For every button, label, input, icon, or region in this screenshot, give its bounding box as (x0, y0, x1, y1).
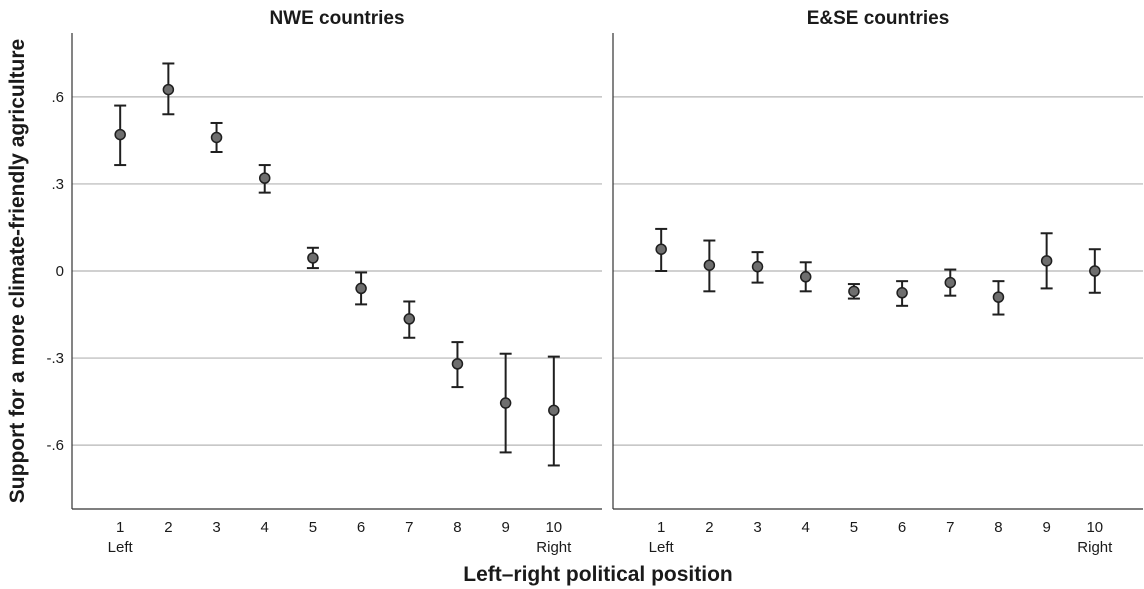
x-end-label-right: Right (1077, 539, 1113, 556)
data-point (210, 131, 223, 144)
y-tick-label: 0 (56, 263, 64, 280)
x-tick-label: 2 (164, 519, 172, 536)
x-tick-label: 9 (1042, 519, 1050, 536)
panel-2: 1 2 3 4 5 6 7 8 9 10 Left Right E&SE countries (612, 8, 1143, 556)
x-tick-label: 4 (261, 519, 269, 536)
x-end-label-right: Right (536, 539, 572, 556)
x-tick-label: 7 (946, 519, 954, 536)
x-tick-label: 5 (850, 519, 858, 536)
panel-title: E&SE countries (807, 8, 950, 29)
data-point (1040, 255, 1053, 267)
data-point (307, 252, 319, 264)
x-tick-label: 5 (309, 519, 317, 536)
data-point (848, 285, 860, 298)
x-tick-label: 1 (116, 519, 124, 536)
x-tick-label: 1 (657, 519, 665, 536)
x-tick-label: 8 (994, 519, 1002, 536)
panel-1: -.6 -.3 0 .3 .6 1 2 3 4 5 6 7 8 9 10 Left Right NWE count… (46, 8, 602, 556)
data-point (1089, 265, 1101, 277)
panels: -.6 -.3 0 .3 .6 1 2 3 4 5 6 7 8 9 10 Left Right NWE count… (46, 8, 1143, 556)
data-point (499, 397, 512, 409)
x-tick-label: 10 (545, 519, 562, 536)
y-tick-label: -.6 (46, 437, 64, 454)
data-point (992, 291, 1005, 303)
x-tick-label: 6 (898, 519, 906, 536)
data-point (655, 243, 667, 255)
x-tick-label: 10 (1086, 519, 1103, 536)
data-point (162, 83, 175, 96)
x-tick-label: 3 (753, 519, 761, 536)
x-tick-label: 6 (357, 519, 365, 536)
data-point (896, 287, 908, 299)
data-point (403, 313, 416, 325)
data-point (548, 404, 560, 417)
x-tick-label: 4 (802, 519, 810, 536)
y-tick-label: -.3 (46, 350, 64, 367)
data-point (944, 276, 957, 289)
x-tick-label: 3 (212, 519, 220, 536)
x-tick-label: 9 (501, 519, 509, 536)
x-tick-label: 2 (705, 519, 713, 536)
x-end-label-left: Left (108, 539, 134, 556)
x-tick-label: 8 (453, 519, 461, 536)
data-point (703, 259, 716, 271)
data-point (258, 172, 271, 184)
data-point (799, 271, 812, 283)
y-tick-label: .6 (51, 89, 64, 106)
y-axis-title: Support for a more climate-friendly agri… (6, 39, 29, 503)
x-tick-label: 7 (405, 519, 413, 536)
panel-title: NWE countries (269, 8, 404, 29)
data-point (751, 260, 764, 273)
data-point (355, 282, 367, 295)
y-tick-label: .3 (51, 176, 64, 193)
x-end-label-left: Left (649, 539, 675, 556)
data-point (451, 358, 464, 370)
x-axis-title: Left–right political position (463, 563, 733, 586)
data-point (114, 128, 126, 141)
